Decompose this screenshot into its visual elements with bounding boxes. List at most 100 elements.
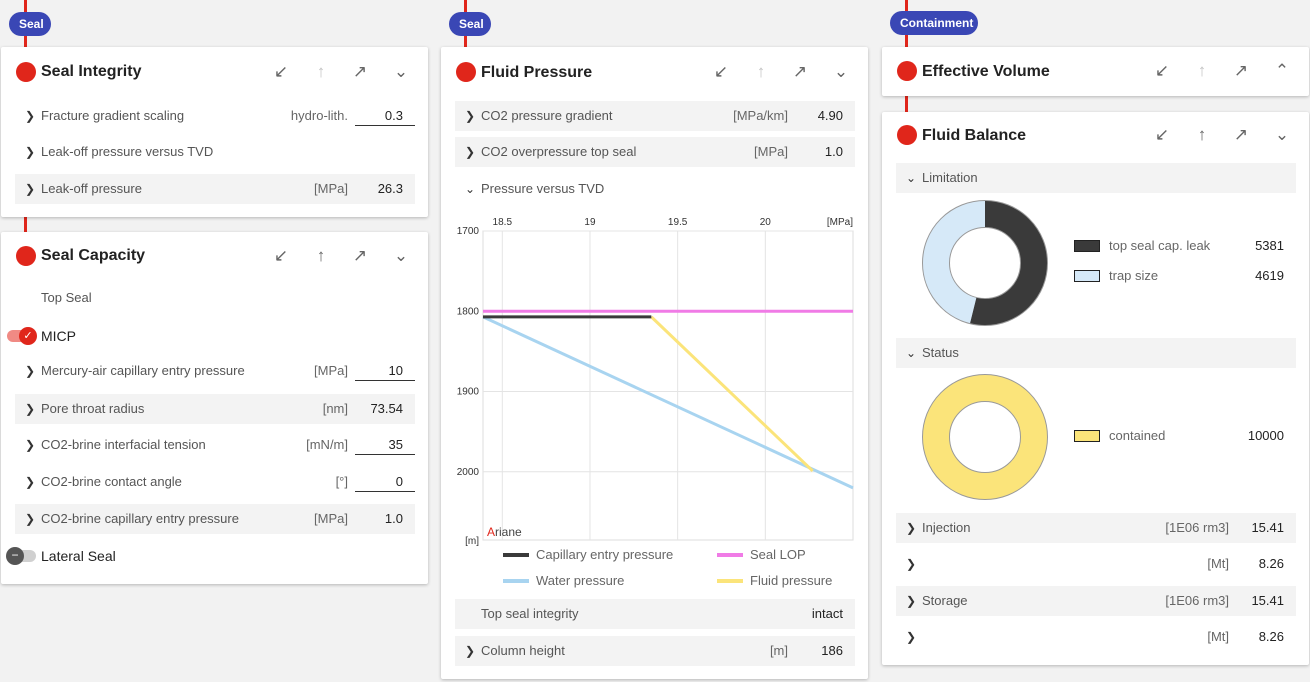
legend-label: Capillary entry pressure [536, 547, 673, 562]
tag-seal[interactable]: Seal [9, 12, 51, 36]
chevron-right-icon: ❯ [24, 364, 36, 378]
micp-toggle[interactable]: ✓ [7, 326, 39, 346]
chevron-right-icon: ❯ [905, 557, 917, 571]
card-title: Seal Integrity [41, 63, 142, 80]
list-item[interactable]: ❯ [Mt] 8.26 [896, 549, 1296, 579]
chevron-right-icon: ❯ [24, 475, 36, 489]
chevron-right-icon: ❯ [464, 145, 476, 159]
expand-arrow-icon[interactable]: ↗ [1233, 125, 1249, 144]
status-dot [456, 62, 476, 82]
tag-seal[interactable]: Seal [449, 12, 491, 36]
list-item[interactable]: ❯ CO2 overpressure top seal [MPa] 1.0 [455, 137, 855, 167]
up-arrow-icon[interactable]: ↑ [1197, 125, 1207, 144]
effective-volume-card: Effective Volume ↙ ↑ ↗ ⌃ [882, 47, 1309, 96]
card-title: Effective Volume [922, 63, 1050, 80]
list-item[interactable]: ❯ Injection [1E06 rm3] 15.41 [896, 513, 1296, 543]
fluid-pressure-card: Fluid Pressure ↙ ↑ ↗ ⌄ ❯ CO2 pressure gr… [441, 47, 868, 679]
chevron-right-icon: ❯ [24, 109, 36, 123]
card-title: Fluid Pressure [481, 64, 593, 81]
micp-label: MICP [41, 328, 76, 344]
status-dot [897, 61, 917, 81]
donut-slice [923, 201, 1047, 325]
y-tick-label: 1700 [457, 226, 480, 237]
list-item[interactable]: ❯ Leak-off pressure [MPa] 26.3 [15, 174, 415, 204]
chevron-up-icon[interactable]: ⌃ [1274, 61, 1290, 80]
x-tick-label: 19.5 [668, 217, 688, 228]
list-item[interactable]: ❯ Fracture gradient scaling hydro-lith. [15, 101, 415, 131]
list-item[interactable]: ❯ CO2-brine contact angle [°] [15, 467, 415, 497]
interfacial-tension-input[interactable] [355, 434, 415, 455]
legend-label: Seal LOP [750, 547, 806, 562]
list-item[interactable]: ❯ Pore throat radius [nm] 73.54 [15, 394, 415, 424]
limitation-donut [922, 200, 1048, 326]
chevron-right-icon: ❯ [24, 512, 36, 526]
up-arrow-icon[interactable]: ↑ [316, 246, 326, 265]
chevron-right-icon: ❯ [24, 438, 36, 452]
x-tick-label: 19 [584, 217, 596, 228]
contact-angle-input[interactable] [355, 471, 415, 492]
up-arrow-icon[interactable]: ↑ [756, 62, 766, 81]
legend-swatch [1074, 270, 1100, 282]
chevron-right-icon: ❯ [24, 145, 36, 159]
chevron-down-icon[interactable]: ⌄ [393, 62, 409, 81]
list-item: Top seal integrity intact [455, 599, 855, 629]
legend-swatch [1074, 240, 1100, 252]
expand-arrow-icon[interactable]: ↗ [792, 62, 808, 81]
chevron-down-icon[interactable]: ⌄ [1274, 125, 1290, 144]
seal-integrity-card: Seal Integrity ↙ ↑ ↗ ⌄ ❯ Fracture gradie… [1, 47, 428, 217]
minus-icon: − [6, 547, 24, 565]
tag-containment[interactable]: Containment [890, 11, 978, 35]
chevron-down-icon[interactable]: ⌄ [393, 246, 409, 265]
lateral-seal-label: Lateral Seal [41, 548, 116, 564]
legend-label: Fluid pressure [750, 573, 832, 588]
check-icon: ✓ [19, 327, 37, 345]
mercury-air-input[interactable] [355, 360, 415, 381]
expand-arrow-icon[interactable]: ↗ [352, 246, 368, 265]
x-unit-label: [MPa] [827, 217, 853, 228]
expand-arrow-icon[interactable]: ↗ [352, 62, 368, 81]
fracture-gradient-input[interactable] [355, 105, 415, 126]
status-section[interactable]: ⌄ Status [896, 338, 1296, 368]
list-item[interactable]: ❯ CO2 pressure gradient [MPa/km] 4.90 [455, 101, 855, 131]
section-label: Top Seal [41, 290, 92, 305]
list-item[interactable]: ❯ Leak-off pressure versus TVD [15, 137, 415, 167]
chevron-right-icon: ❯ [464, 644, 476, 658]
chevron-down-icon[interactable]: ⌄ [833, 62, 849, 81]
series-line [482, 315, 854, 490]
chevron-down-icon: ⌄ [905, 346, 917, 360]
chevron-right-icon: ❯ [905, 594, 917, 608]
pressure-tvd-section[interactable]: ⌄ Pressure versus TVD [455, 174, 855, 204]
y-tick-label: 2000 [457, 467, 480, 478]
list-item[interactable]: ❯ Column height [m] 186 [455, 636, 855, 666]
list-item[interactable]: ❯ CO2-brine capillary entry pressure [MP… [15, 504, 415, 534]
fluid-balance-card: Fluid Balance ↙ ↑ ↗ ⌄ ⌄ Limitation top s… [882, 112, 1309, 665]
donut-slice [923, 375, 1047, 499]
y-tick-label: 1900 [457, 387, 480, 398]
up-arrow-icon[interactable]: ↑ [316, 62, 326, 81]
y-tick-label: 1800 [457, 306, 480, 317]
list-item[interactable]: ❯ CO2-brine interfacial tension [mN/m] [15, 430, 415, 460]
status-donut [922, 374, 1048, 500]
plot-area [482, 230, 854, 541]
chevron-right-icon: ❯ [24, 402, 36, 416]
collapse-arrow-icon[interactable]: ↙ [713, 62, 729, 81]
lateral-seal-toggle[interactable]: − [6, 546, 38, 566]
card-title: Seal Capacity [41, 247, 146, 264]
collapse-arrow-icon[interactable]: ↙ [273, 62, 289, 81]
expand-arrow-icon[interactable]: ↗ [1233, 61, 1249, 80]
collapse-arrow-icon[interactable]: ↙ [273, 246, 289, 265]
watermark-text: Ariane [487, 525, 522, 539]
status-dot [16, 62, 36, 82]
status-dot [16, 246, 36, 266]
list-item[interactable]: ❯ [Mt] 8.26 [896, 622, 1296, 652]
chevron-down-icon: ⌄ [464, 182, 476, 196]
up-arrow-icon[interactable]: ↑ [1197, 61, 1207, 80]
limitation-section[interactable]: ⌄ Limitation [896, 163, 1296, 193]
collapse-arrow-icon[interactable]: ↙ [1154, 61, 1170, 80]
list-item[interactable]: ❯ Mercury-air capillary entry pressure [… [15, 356, 415, 386]
seal-capacity-card: Seal Capacity ↙ ↑ ↗ ⌄ Top Seal ✓ MICP ❯ … [1, 232, 428, 584]
list-item[interactable]: ❯ Storage [1E06 rm3] 15.41 [896, 586, 1296, 616]
collapse-arrow-icon[interactable]: ↙ [1154, 125, 1170, 144]
x-tick-label: 18.5 [493, 217, 513, 228]
chevron-down-icon: ⌄ [905, 171, 917, 185]
